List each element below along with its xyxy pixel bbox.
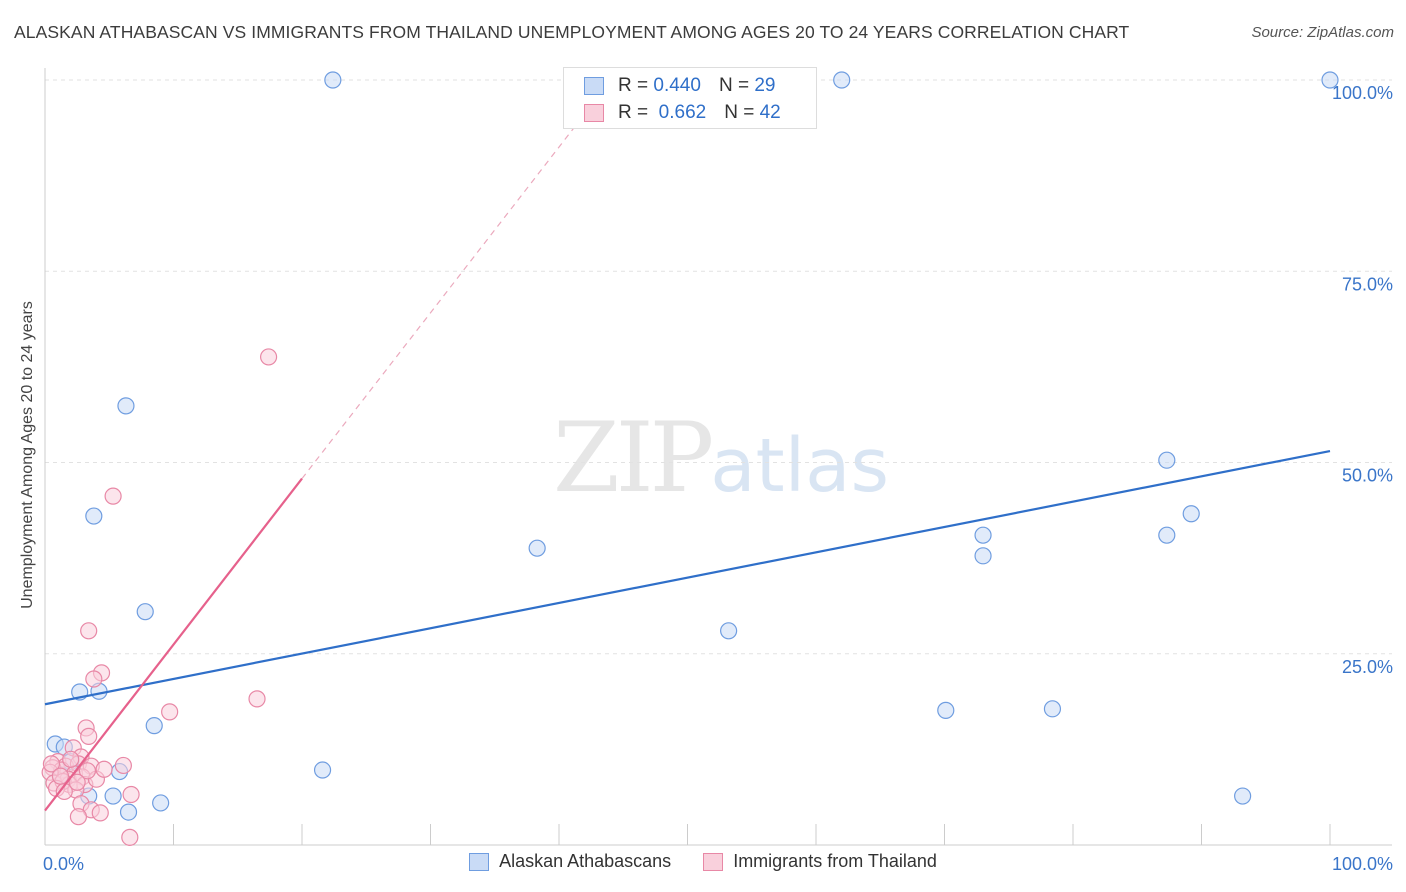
legend-label: Alaskan Athabascans — [499, 851, 672, 871]
data-point-athabascan — [85, 507, 103, 525]
data-point-athabascan — [720, 622, 738, 640]
data-point-thailand — [78, 762, 97, 780]
data-point-thailand — [248, 690, 266, 708]
data-point-athabascan — [974, 547, 992, 565]
data-point-thailand — [122, 785, 140, 804]
stats-swatch-athabascan — [584, 77, 604, 95]
data-point-athabascan — [152, 794, 170, 812]
data-point-athabascan — [833, 71, 851, 89]
data-point-athabascan — [1158, 526, 1176, 544]
data-point-athabascan — [528, 539, 546, 557]
data-point-athabascan — [119, 803, 138, 821]
stats-n-label: N = — [724, 102, 755, 123]
data-point-athabascan — [1234, 787, 1252, 805]
y-tick-label: 50.0% — [1342, 466, 1393, 486]
data-point-thailand — [95, 760, 113, 778]
data-point-thailand — [161, 703, 179, 721]
data-point-thailand — [259, 348, 278, 366]
legend-item-thailand[interactable]: Immigrants from Thailand — [703, 851, 937, 872]
stats-swatch-thailand — [584, 104, 604, 122]
stats-r-value: 0.440 — [653, 75, 701, 96]
data-point-thailand — [114, 756, 132, 775]
stats-n-value: 42 — [759, 102, 781, 123]
data-point-athabascan — [1043, 700, 1062, 718]
data-point-thailand — [42, 755, 61, 773]
legend-label: Immigrants from Thailand — [733, 851, 937, 871]
data-point-athabascan — [1321, 71, 1339, 89]
watermark: ZIPatlas — [553, 402, 889, 514]
data-point-athabascan — [136, 603, 154, 621]
stats-row-thailand: R = 0.662 N = 42 — [584, 100, 781, 126]
data-point-thailand — [69, 808, 88, 826]
y-tick-label: 100.0% — [1332, 83, 1393, 103]
legend-swatch-athabascan — [469, 852, 490, 871]
data-point-thailand — [51, 767, 70, 785]
data-point-thailand — [68, 773, 86, 791]
data-point-athabascan — [313, 761, 332, 779]
legend-swatch-thailand — [703, 852, 724, 871]
trend-line-thailand — [44, 477, 303, 812]
data-point-thailand — [80, 727, 98, 745]
stats-r-label: R = — [618, 102, 649, 123]
x-tick-label: 0.0% — [43, 854, 84, 874]
data-point-athabascan — [324, 71, 342, 89]
data-point-thailand — [62, 750, 80, 768]
x-tick-label: 100.0% — [1332, 854, 1393, 874]
watermark-zip: ZIP — [553, 402, 714, 514]
stats-r-label: R = — [618, 75, 649, 96]
trend-line-athabascan — [44, 449, 1331, 706]
stats-n-value: 29 — [754, 75, 776, 96]
data-point-athabascan — [1182, 505, 1200, 523]
y-tick-label: 75.0% — [1342, 274, 1393, 294]
data-point-thailand — [121, 828, 139, 846]
data-point-thailand — [104, 487, 122, 505]
data-point-thailand — [85, 670, 103, 688]
y-tick-label: 25.0% — [1342, 657, 1393, 677]
data-point-thailand — [91, 804, 109, 822]
data-point-athabascan — [937, 701, 955, 719]
data-point-athabascan — [104, 787, 122, 805]
legend: Alaskan Athabascans Immigrants from Thai… — [0, 851, 1406, 872]
chart-title: ALASKAN ATHABASCAN VS IMMIGRANTS FROM TH… — [14, 22, 1130, 42]
data-point-athabascan — [145, 717, 163, 735]
trend-line-extension-thailand — [301, 110, 588, 479]
source-label: Source: ZipAtlas.com — [1251, 24, 1394, 41]
legend-item-athabascan[interactable]: Alaskan Athabascans — [469, 851, 671, 872]
stats-row-athabascan: R = 0.440 N = 29 — [584, 73, 775, 99]
data-point-thailand — [80, 622, 98, 640]
stats-n-label: N = — [718, 75, 750, 96]
data-point-athabascan — [117, 397, 135, 415]
data-point-athabascan — [974, 526, 992, 544]
data-point-athabascan — [1158, 451, 1176, 469]
stats-r-value: 0.662 — [658, 102, 707, 123]
stats-box: R = 0.440 N = 29 R = 0.662 N = 42 — [563, 67, 817, 129]
watermark-atlas: atlas — [710, 423, 890, 509]
